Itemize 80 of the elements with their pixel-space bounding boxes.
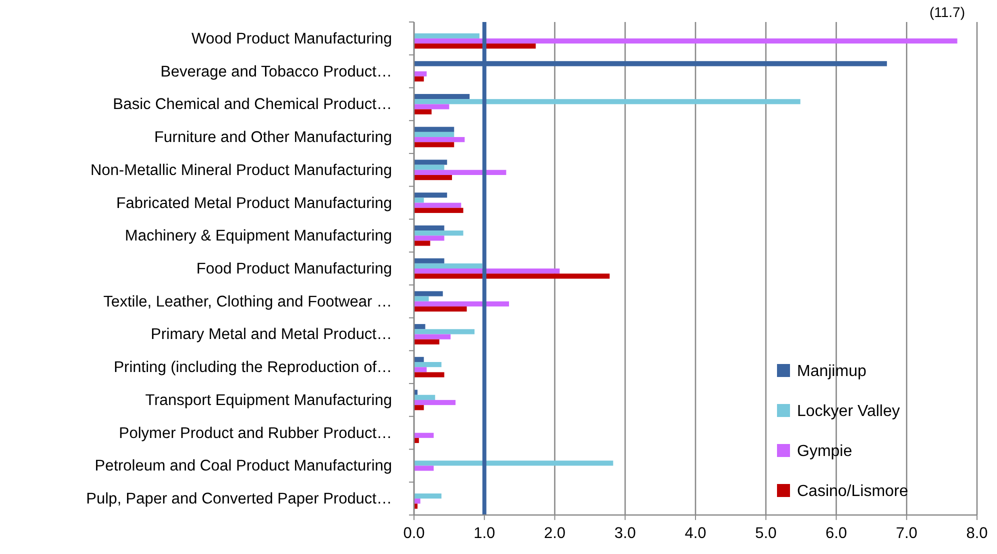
bar — [414, 400, 456, 406]
bar — [414, 268, 560, 274]
bar — [414, 160, 448, 165]
bar — [414, 372, 444, 378]
y-tick-label: Transport Equipment Manufacturing — [145, 392, 392, 409]
bar — [414, 208, 464, 213]
bar — [414, 301, 510, 306]
x-tick-label: 7.0 — [896, 525, 918, 542]
x-tick-label: 6.0 — [825, 525, 848, 542]
y-tick-label: Food Product Manufacturing — [196, 260, 392, 278]
y-tick-label: Textile, Leather, Clothing and Footwear … — [103, 293, 392, 310]
x-tick-label: 5.0 — [755, 525, 778, 542]
y-tick-label: Basic Chemical and Chemical Product… — [112, 96, 392, 114]
bar — [414, 198, 424, 203]
bar — [414, 362, 442, 368]
x-tick-label: 3.0 — [614, 525, 636, 542]
bar — [414, 202, 462, 208]
bar — [414, 432, 434, 438]
y-tick-label: Polymer Product and Rubber Product… — [118, 424, 392, 442]
x-tick-label: 8.0 — [966, 525, 988, 542]
y-tick-label: Furniture and Other Manufacturing — [154, 129, 392, 146]
bar — [414, 164, 444, 170]
bar — [414, 240, 430, 246]
bar — [414, 33, 480, 38]
bar — [414, 137, 465, 142]
bar — [414, 170, 506, 175]
bar — [414, 466, 434, 471]
bar — [414, 356, 424, 362]
legend-label: Casino/Lismore — [797, 483, 908, 500]
x-tick-label: 4.0 — [684, 525, 707, 542]
legend-label: Gympie — [797, 443, 852, 460]
bar — [414, 132, 454, 138]
bar — [414, 493, 442, 499]
bar — [414, 230, 464, 236]
legend-label: Lockyer Valley — [797, 403, 900, 420]
bar — [414, 339, 440, 344]
y-tick-label: Machinery & Equipment Manufacturing — [124, 228, 392, 245]
legend-label: Manjimup — [797, 363, 866, 380]
y-tick-label: Wood Product Manufacturing — [192, 30, 392, 48]
bar — [414, 71, 427, 76]
text: (11.7) — [929, 4, 965, 20]
bar — [414, 99, 800, 104]
y-tick-label: Petroleum and Coal Product Manufacturing — [94, 458, 392, 475]
bar — [414, 329, 475, 334]
bar — [414, 460, 614, 466]
bar — [414, 504, 418, 509]
y-tick-label: Pulp, Paper and Converted Paper Product… — [86, 490, 392, 508]
y-tick-label: Beverage and Tobacco Product… — [160, 63, 392, 80]
bar — [414, 263, 482, 268]
bar — [414, 498, 420, 504]
y-tick-label: Primary Metal and Metal Product… — [150, 326, 392, 344]
bar — [414, 174, 452, 180]
y-tick-label: Fabricated Metal Product Manufacturing — [116, 194, 392, 212]
bar — [414, 38, 958, 44]
bar — [414, 258, 444, 264]
bar — [414, 44, 536, 49]
bar — [414, 126, 454, 132]
x-tick-label: 0.0 — [403, 525, 426, 542]
bar — [414, 306, 467, 312]
bar — [414, 405, 424, 410]
y-tick-label: Printing (including the Reproduction of… — [114, 359, 392, 376]
bar — [414, 76, 424, 82]
bar — [414, 225, 444, 231]
bar — [414, 296, 429, 302]
bar — [414, 438, 419, 444]
bar — [414, 142, 454, 148]
bar — [414, 192, 448, 198]
bar — [414, 324, 426, 330]
y-tick-label: Non-Metallic Mineral Product Manufacturing — [90, 162, 392, 179]
bar — [414, 109, 432, 114]
bar — [414, 334, 451, 340]
bar — [414, 291, 443, 296]
x-tick-label: 1.0 — [474, 525, 496, 542]
bar — [414, 104, 450, 110]
x-tick-label: 2.0 — [544, 525, 566, 542]
bar — [414, 274, 610, 279]
bar — [414, 367, 427, 372]
bar — [414, 236, 444, 241]
bar — [414, 94, 470, 100]
bar — [414, 394, 436, 400]
